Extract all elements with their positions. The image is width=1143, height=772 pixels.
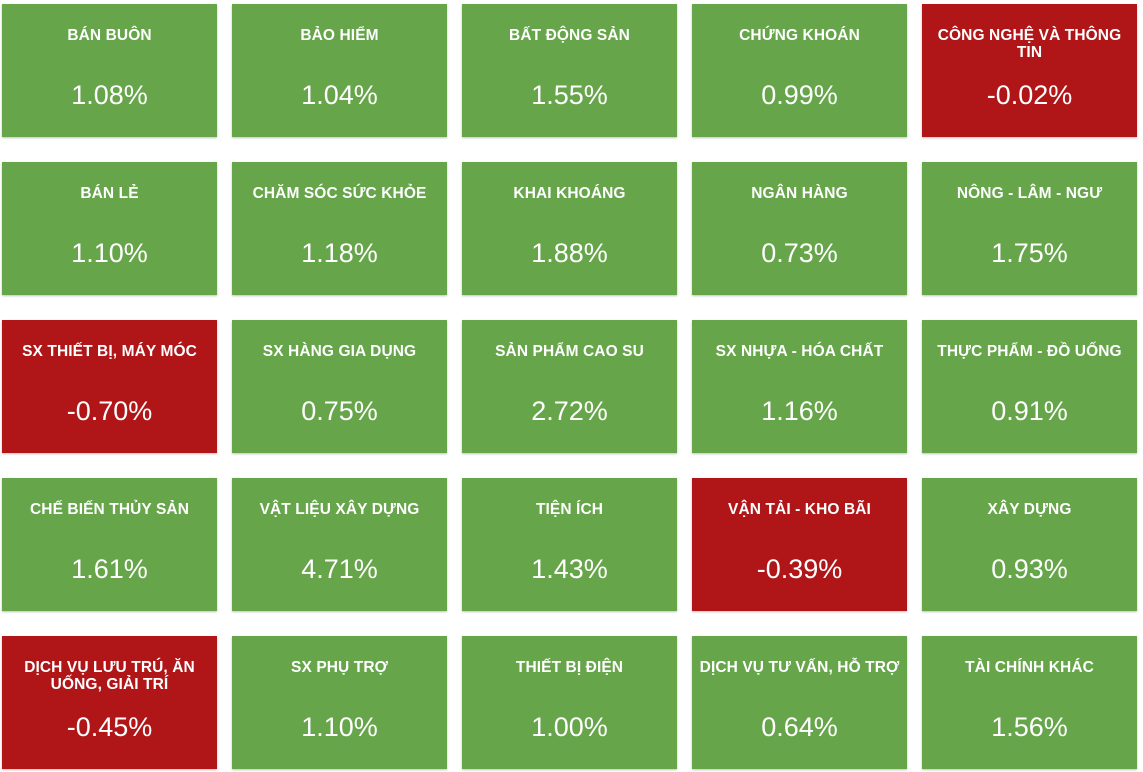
sector-name: SX PHỤ TRỢ [291, 659, 388, 676]
sector-tile-sx-thiet-bi-may-moc[interactable]: SX THIẾT BỊ, MÁY MÓC -0.70% [2, 320, 217, 453]
sector-change: 0.93% [991, 554, 1068, 584]
sector-change: 1.10% [71, 238, 148, 268]
sector-heatmap-grid: BÁN BUÔN 1.08% BẢO HIỂM 1.04% BẤT ĐỘNG SẢN… [2, 4, 1137, 769]
sector-name: BÁN BUÔN [67, 27, 152, 44]
sector-name: SX NHỰA - HÓA CHẤT [715, 343, 884, 360]
sector-change: 1.00% [531, 712, 608, 742]
sector-change: -0.70% [66, 396, 153, 426]
sector-tile-xay-dung[interactable]: XÂY DỰNG 0.93% [922, 478, 1137, 611]
sector-change: 1.61% [71, 554, 148, 584]
sector-tile-ban-le[interactable]: BÁN LẺ 1.10% [2, 162, 217, 295]
sector-change: 0.73% [761, 238, 838, 268]
sector-name: BẢO HIỂM [300, 27, 379, 44]
sector-change: 1.88% [531, 238, 608, 268]
sector-tile-bao-hiem[interactable]: BẢO HIỂM 1.04% [232, 4, 447, 137]
sector-name: SX THIẾT BỊ, MÁY MÓC [22, 343, 197, 360]
sector-tile-cham-soc-suc-khoe[interactable]: CHĂM SÓC SỨC KHỎE 1.18% [232, 162, 447, 295]
sector-tile-nong-lam-ngu[interactable]: NÔNG - LÂM - NGƯ 1.75% [922, 162, 1137, 295]
sector-tile-cong-nghe-va-thong-tin[interactable]: CÔNG NGHỆ VÀ THÔNG TIN -0.02% [922, 4, 1137, 137]
sector-tile-thiet-bi-dien[interactable]: THIẾT BỊ ĐIỆN 1.00% [462, 636, 677, 769]
sector-change: 1.56% [991, 712, 1068, 742]
sector-tile-vat-lieu-xay-dung[interactable]: VẬT LIỆU XÂY DỰNG 4.71% [232, 478, 447, 611]
sector-name: CÔNG NGHỆ VÀ THÔNG TIN [937, 27, 1122, 61]
sector-name: THỰC PHẨM - ĐỒ UỐNG [937, 343, 1122, 360]
sector-tile-chung-khoan[interactable]: CHỨNG KHOÁN 0.99% [692, 4, 907, 137]
sector-name: XÂY DỰNG [987, 501, 1072, 518]
sector-name: SẢN PHẨM CAO SU [495, 343, 644, 360]
sector-change: 1.55% [531, 80, 608, 110]
sector-tile-dich-vu-luu-tru-an-uong-giai-tri[interactable]: DỊCH VỤ LƯU TRÚ, ĂN UỐNG, GIẢI TRÍ -0.45% [2, 636, 217, 769]
sector-change: -0.39% [756, 554, 843, 584]
sector-change: 1.75% [991, 238, 1068, 268]
sector-change: 0.91% [991, 396, 1068, 426]
sector-name: KHAI KHOÁNG [513, 185, 626, 202]
sector-name: VẬT LIỆU XÂY DỰNG [259, 501, 420, 518]
sector-change: 1.43% [531, 554, 608, 584]
sector-change: -0.02% [986, 80, 1073, 110]
sector-tile-tien-ich[interactable]: TIỆN ÍCH 1.43% [462, 478, 677, 611]
sector-tile-khai-khoang[interactable]: KHAI KHOÁNG 1.88% [462, 162, 677, 295]
sector-name: NÔNG - LÂM - NGƯ [956, 185, 1103, 202]
sector-change: 2.72% [531, 396, 608, 426]
sector-change: 0.99% [761, 80, 838, 110]
sector-change: 1.08% [71, 80, 148, 110]
sector-name: SX HÀNG GIA DỤNG [262, 343, 417, 360]
sector-name: CHĂM SÓC SỨC KHỎE [252, 185, 427, 202]
sector-change: 0.64% [761, 712, 838, 742]
sector-change: 1.18% [301, 238, 378, 268]
sector-tile-dich-vu-tu-van-ho-tro[interactable]: DỊCH VỤ TƯ VẤN, HỖ TRỢ 0.64% [692, 636, 907, 769]
sector-tile-bat-dong-san[interactable]: BẤT ĐỘNG SẢN 1.55% [462, 4, 677, 137]
sector-tile-sx-nhua-hoa-chat[interactable]: SX NHỰA - HÓA CHẤT 1.16% [692, 320, 907, 453]
sector-tile-san-pham-cao-su[interactable]: SẢN PHẨM CAO SU 2.72% [462, 320, 677, 453]
sector-tile-che-bien-thuy-san[interactable]: CHẾ BIẾN THỦY SẢN 1.61% [2, 478, 217, 611]
sector-change: 0.75% [301, 396, 378, 426]
sector-tile-thuc-pham-do-uong[interactable]: THỰC PHẨM - ĐỒ UỐNG 0.91% [922, 320, 1137, 453]
sector-name: VẬN TẢI - KHO BÃI [728, 501, 871, 518]
sector-name: BÁN LẺ [80, 185, 139, 202]
sector-tile-tai-chinh-khac[interactable]: TÀI CHÍNH KHÁC 1.56% [922, 636, 1137, 769]
sector-change: 1.10% [301, 712, 378, 742]
sector-change: 4.71% [301, 554, 378, 584]
sector-name: CHỨNG KHOÁN [739, 27, 860, 44]
sector-name: THIẾT BỊ ĐIỆN [515, 659, 624, 676]
sector-name: BẤT ĐỘNG SẢN [509, 27, 630, 44]
sector-change: 1.04% [301, 80, 378, 110]
sector-name: TIỆN ÍCH [535, 501, 604, 518]
sector-tile-van-tai-kho-bai[interactable]: VẬN TẢI - KHO BÃI -0.39% [692, 478, 907, 611]
sector-tile-sx-hang-gia-dung[interactable]: SX HÀNG GIA DỤNG 0.75% [232, 320, 447, 453]
sector-tile-sx-phu-tro[interactable]: SX PHỤ TRỢ 1.10% [232, 636, 447, 769]
sector-name: NGÂN HÀNG [751, 185, 848, 202]
sector-name: CHẾ BIẾN THỦY SẢN [29, 501, 190, 518]
sector-change: 1.16% [761, 396, 838, 426]
sector-change: -0.45% [66, 712, 153, 742]
sector-tile-ngan-hang[interactable]: NGÂN HÀNG 0.73% [692, 162, 907, 295]
sector-name: TÀI CHÍNH KHÁC [965, 659, 1094, 676]
sector-name: DỊCH VỤ TƯ VẤN, HỖ TRỢ [699, 659, 900, 676]
sector-tile-ban-buon[interactable]: BÁN BUÔN 1.08% [2, 4, 217, 137]
sector-name: DỊCH VỤ LƯU TRÚ, ĂN UỐNG, GIẢI TRÍ [24, 659, 195, 693]
